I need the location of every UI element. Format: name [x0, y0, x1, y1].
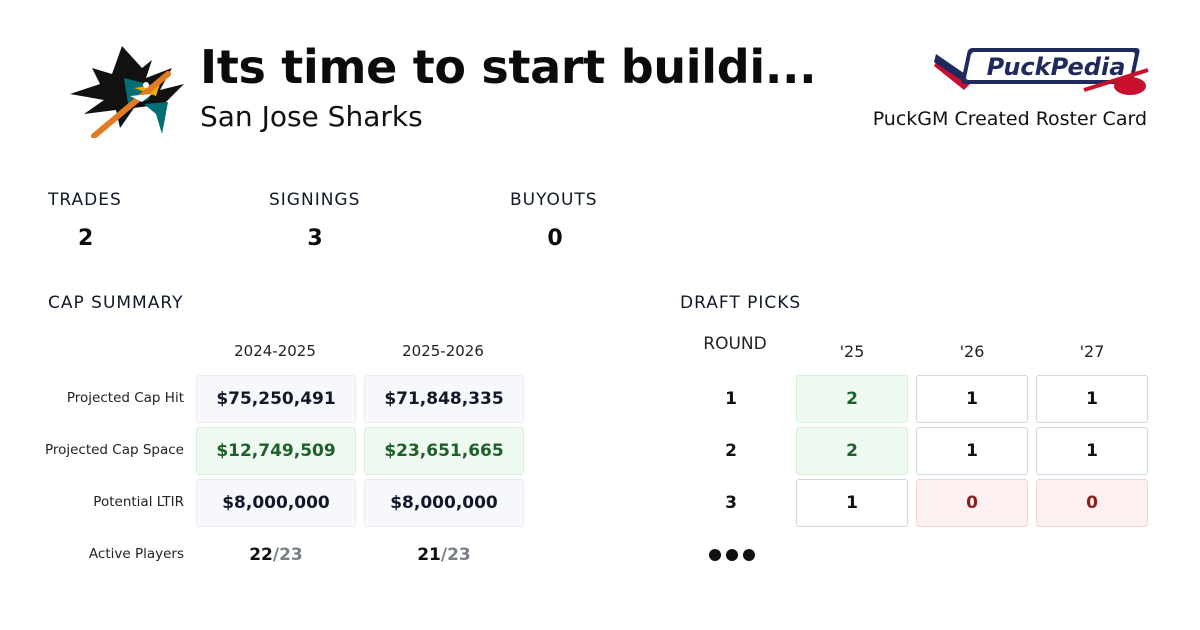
pick-cell-r1-26: 1	[916, 375, 1028, 423]
round-number: 3	[725, 493, 737, 513]
pick-cell-r3-27: 0	[1036, 479, 1148, 527]
pick-cell-r2-27: 1	[1036, 427, 1148, 475]
ellipsis-icon[interactable]	[708, 548, 758, 562]
puckpedia-logo: PuckPedia	[934, 48, 1149, 95]
stat-label: BUYOUTS	[510, 190, 598, 210]
draft-year-header: '27	[1079, 342, 1105, 361]
cap-hit-2025-cell: $71,848,335	[364, 375, 524, 423]
stat-signings: SIGNINGS 3	[269, 190, 361, 251]
cap-summary-title: CAP SUMMARY	[48, 293, 184, 313]
roster-card-title: Its time to start buildi...	[200, 40, 817, 94]
cap-space-2025-cell: $23,651,665	[364, 427, 524, 475]
puckpedia-logo-text: PuckPedia	[987, 53, 1126, 81]
shark-logo-icon	[70, 46, 184, 138]
stat-trades: TRADES 2	[48, 190, 122, 251]
stat-buyouts: BUYOUTS 0	[510, 190, 600, 251]
active-players-2024-cell: 22/23	[196, 531, 356, 579]
cap-space-2024-cell: $12,749,509	[196, 427, 356, 475]
active-players-2025-cell: 21/23	[364, 531, 524, 579]
stat-label: TRADES	[48, 190, 122, 210]
stat-value: 3	[307, 226, 323, 251]
pick-cell-r1-27: 1	[1036, 375, 1148, 423]
stat-value: 0	[547, 226, 563, 251]
round-number: 2	[725, 441, 737, 461]
draft-picks-title: DRAFT PICKS	[680, 293, 802, 313]
active-count: 22	[249, 545, 273, 565]
round-number: 1	[725, 389, 737, 409]
active-max: /23	[272, 545, 303, 565]
active-max: /23	[440, 545, 471, 565]
cap-season-header: 2024-2025	[234, 342, 316, 360]
team-name: San Jose Sharks	[200, 100, 423, 133]
stat-value: 2	[78, 226, 94, 251]
ltir-2024-cell: $8,000,000	[196, 479, 356, 527]
cap-row-label: Projected Cap Hit	[66, 390, 184, 406]
pick-cell-r2-25: 2	[796, 427, 908, 475]
pick-cell-r3-26: 0	[916, 479, 1028, 527]
stat-label: SIGNINGS	[269, 190, 361, 210]
cap-hit-2024-cell: $75,250,491	[196, 375, 356, 423]
cap-row-label: Projected Cap Space	[44, 442, 184, 458]
draft-year-header: '25	[839, 342, 865, 361]
pick-cell-r3-25: 1	[796, 479, 908, 527]
draft-year-header: '26	[959, 342, 985, 361]
pick-cell-r2-26: 1	[916, 427, 1028, 475]
brand-caption: PuckGM Created Roster Card	[872, 108, 1147, 130]
pick-cell-r1-25: 2	[796, 375, 908, 423]
round-header: ROUND	[703, 334, 767, 354]
ltir-2025-cell: $8,000,000	[364, 479, 524, 527]
active-count: 21	[417, 545, 441, 565]
cap-row-label: Active Players	[88, 546, 184, 562]
cap-row-label: Potential LTIR	[93, 494, 184, 510]
cap-season-header: 2025-2026	[402, 342, 484, 360]
